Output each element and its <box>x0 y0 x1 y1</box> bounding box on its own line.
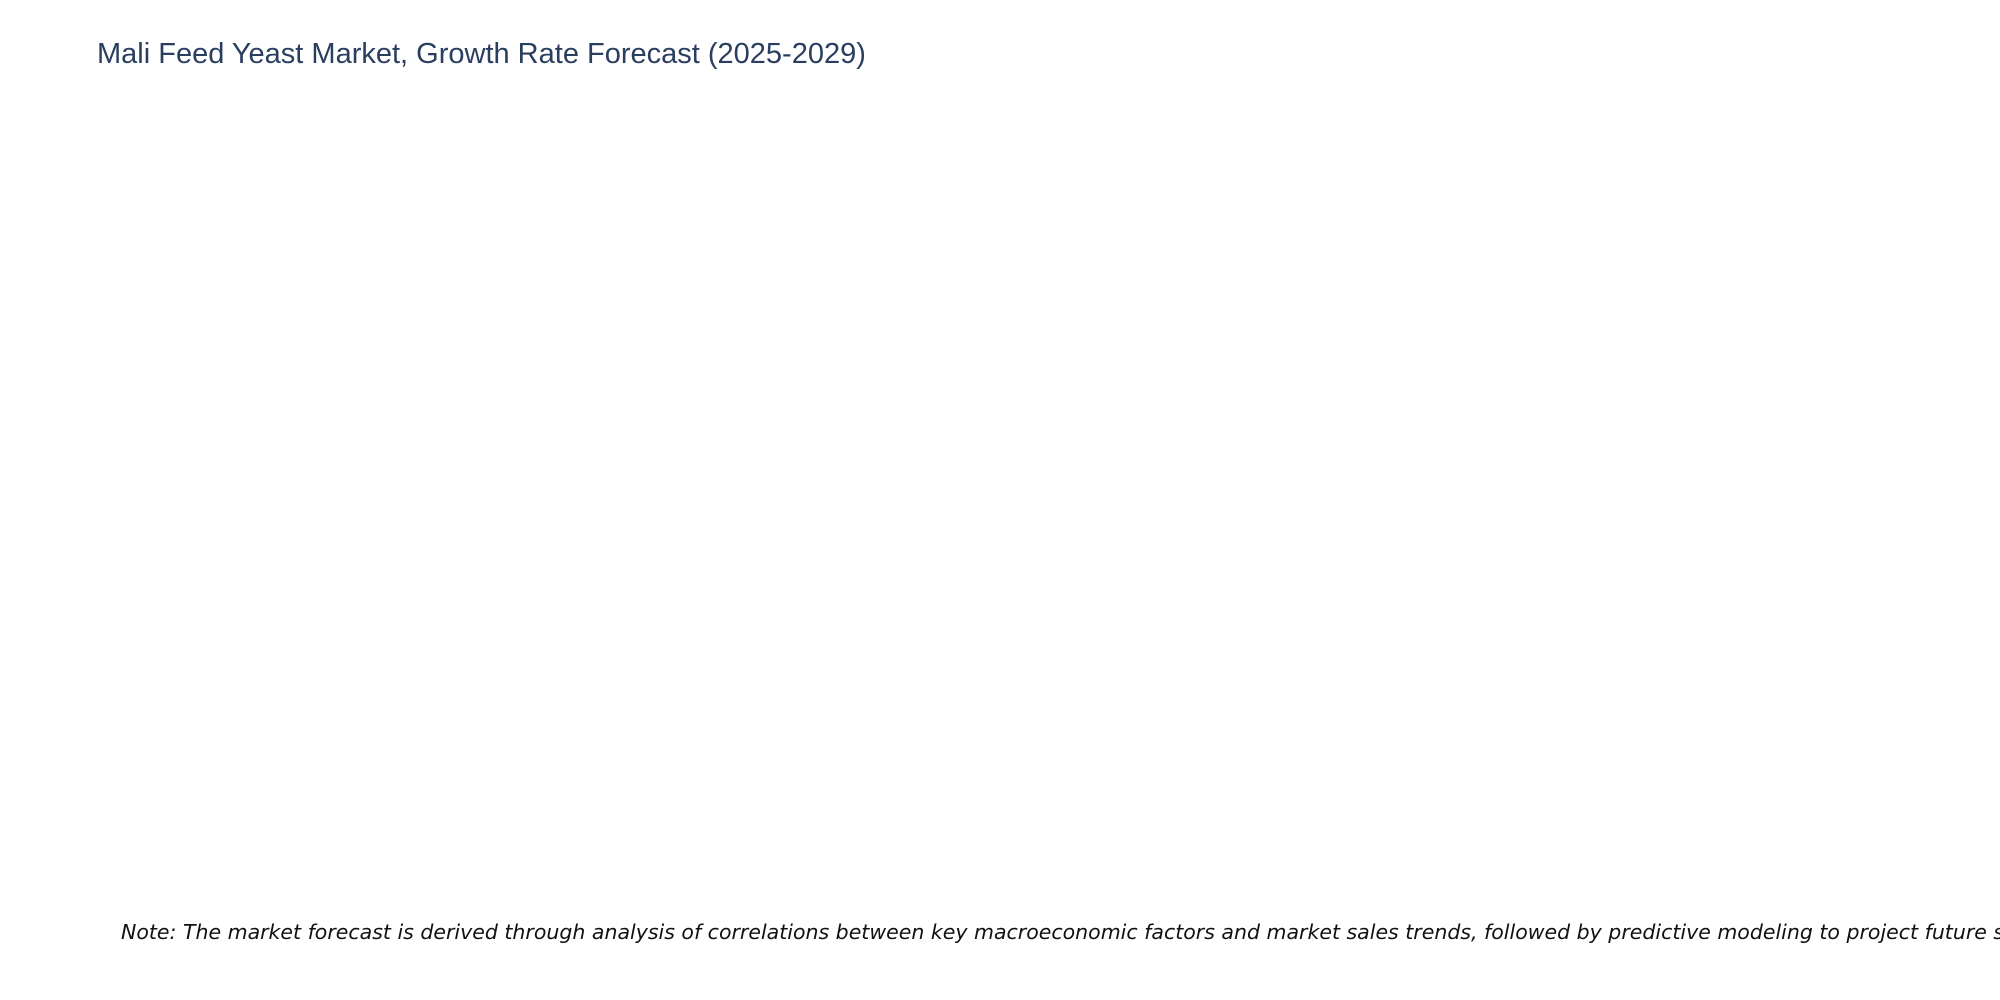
chart-footnote: Note: The market forecast is derived thr… <box>121 920 2000 944</box>
chart-title: Mali Feed Yeast Market, Growth Rate Fore… <box>97 38 866 70</box>
